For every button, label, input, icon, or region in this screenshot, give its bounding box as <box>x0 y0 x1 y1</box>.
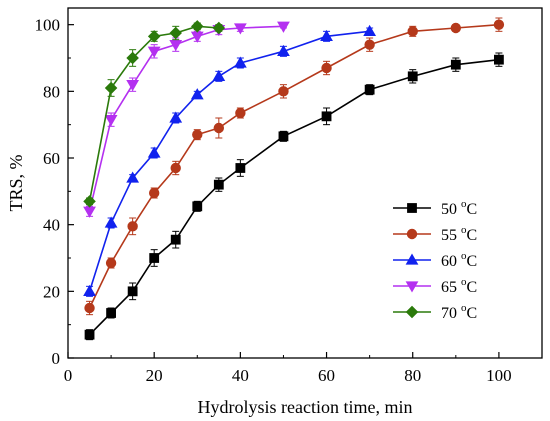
series-line <box>88 23 499 309</box>
x-tick-label: 100 <box>486 366 512 385</box>
series-2 <box>83 24 377 297</box>
data-point <box>104 81 118 95</box>
y-axis-ticks: 0 20 40 60 80 100 <box>35 16 74 368</box>
series-line <box>88 58 500 336</box>
data-point <box>126 51 139 65</box>
series-3 <box>83 21 290 218</box>
x-tick-label: 60 <box>318 366 335 385</box>
series-layer <box>83 17 505 341</box>
data-point <box>169 26 182 40</box>
data-point <box>106 308 116 318</box>
legend-label: 60 oC <box>441 250 477 270</box>
data-point <box>192 129 203 140</box>
data-point <box>450 22 462 34</box>
data-point <box>233 56 247 68</box>
data-point <box>363 24 377 37</box>
data-point <box>321 111 332 122</box>
legend-label: 65 oC <box>441 276 477 296</box>
series-line <box>88 25 284 212</box>
data-point <box>321 62 332 74</box>
data-point <box>278 86 289 97</box>
data-point <box>127 221 138 232</box>
data-point <box>126 79 140 92</box>
y-tick-label: 100 <box>35 16 61 35</box>
data-point <box>277 44 290 57</box>
data-point <box>407 71 418 82</box>
data-point <box>364 84 375 95</box>
series-4 <box>83 20 226 208</box>
data-point <box>126 171 140 183</box>
data-point <box>277 21 290 33</box>
data-point <box>84 329 95 340</box>
data-point <box>192 201 203 212</box>
data-point <box>450 59 461 70</box>
data-point <box>320 29 333 42</box>
legend-marker <box>405 305 419 319</box>
data-point <box>235 163 246 173</box>
data-point <box>127 286 138 297</box>
data-point <box>212 21 226 35</box>
data-point <box>149 253 160 263</box>
data-point <box>147 146 161 158</box>
series-0 <box>84 52 504 341</box>
data-point <box>148 187 160 199</box>
plot-frame <box>67 7 543 359</box>
legend-label: 70 oC <box>441 302 477 322</box>
legend-label: 50 oC <box>441 198 477 218</box>
data-point <box>83 284 96 297</box>
data-point <box>147 46 161 58</box>
legend-marker <box>407 203 417 213</box>
data-point <box>364 39 375 50</box>
x-tick-label: 80 <box>404 366 421 385</box>
data-point <box>212 69 226 82</box>
legend-item: 50 oC <box>393 198 477 218</box>
y-tick-label: 40 <box>43 216 60 235</box>
data-point <box>169 111 183 123</box>
x-axis-ticks: 0 20 40 60 80 100 <box>64 352 512 385</box>
y-tick-label: 80 <box>43 82 60 101</box>
data-point <box>493 19 505 30</box>
data-point <box>235 107 246 119</box>
legend: 50 oC 55 oC 60 oC 65 oC 70 oC <box>393 198 477 322</box>
legend-item: 60 oC <box>393 250 477 270</box>
data-point <box>104 216 118 228</box>
data-point <box>407 26 418 37</box>
y-tick-label: 0 <box>52 349 61 368</box>
data-point <box>170 234 181 245</box>
data-point <box>191 20 204 33</box>
legend-item: 55 oC <box>393 224 477 244</box>
y-tick-label: 20 <box>43 282 60 301</box>
series-1 <box>84 17 505 316</box>
legend-marker <box>406 228 418 240</box>
legend-marker <box>405 253 419 265</box>
data-point <box>84 302 95 314</box>
y-tick-label: 60 <box>43 149 60 168</box>
data-point <box>83 195 96 208</box>
data-point <box>278 131 289 142</box>
data-point <box>170 162 181 174</box>
x-tick-label: 20 <box>146 366 163 385</box>
x-axis-label: Hydrolysis reaction time, min <box>198 397 413 417</box>
legend-marker <box>405 281 419 293</box>
data-point <box>213 179 224 190</box>
data-point <box>104 114 118 127</box>
y-axis-label: TRS, % <box>6 154 26 211</box>
data-point <box>105 257 117 269</box>
data-point <box>83 206 96 218</box>
data-point <box>494 54 504 65</box>
x-tick-label: 40 <box>232 366 249 385</box>
legend-item: 65 oC <box>393 276 477 296</box>
legend-label: 55 oC <box>441 224 477 244</box>
legend-item: 70 oC <box>393 302 477 322</box>
data-point <box>190 88 204 100</box>
data-point <box>169 39 183 52</box>
data-point <box>147 30 161 43</box>
data-point <box>233 23 247 35</box>
x-tick-label: 0 <box>64 366 73 385</box>
data-point <box>213 122 225 134</box>
